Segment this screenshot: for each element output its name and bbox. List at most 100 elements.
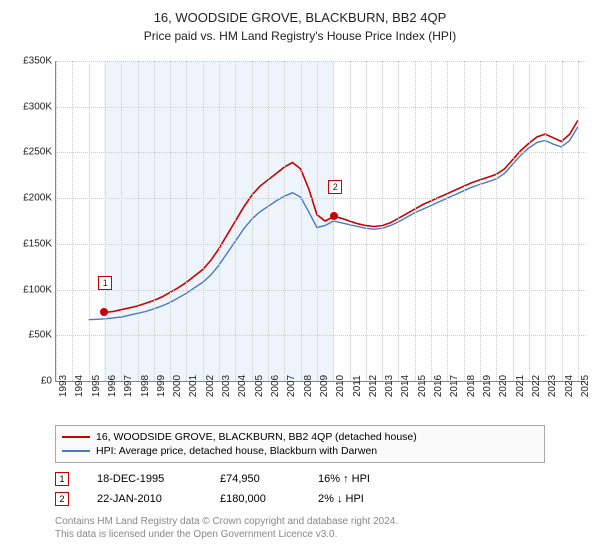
gridline-v xyxy=(464,61,465,381)
gridline-v xyxy=(268,61,269,381)
x-axis-label: 2022 xyxy=(531,375,542,397)
gridline-v xyxy=(398,61,399,381)
series-line xyxy=(104,120,578,312)
gridline-v xyxy=(235,61,236,381)
gridline-v xyxy=(252,61,253,381)
x-axis-label: 2005 xyxy=(254,375,265,397)
gridline-h xyxy=(56,335,586,336)
annotation-date: 22-JAN-2010 xyxy=(97,493,192,505)
x-axis-label: 2019 xyxy=(482,375,493,397)
gridline-v xyxy=(317,61,318,381)
chart-subtitle: Price paid vs. HM Land Registry's House … xyxy=(0,25,600,51)
x-axis-label: 2007 xyxy=(286,375,297,397)
legend-swatch xyxy=(62,450,90,452)
gridline-h xyxy=(56,107,586,108)
x-axis-label: 1999 xyxy=(156,375,167,397)
x-axis-label: 2017 xyxy=(449,375,460,397)
x-axis-label: 2008 xyxy=(303,375,314,397)
annotation-delta: 16% ↑ HPI xyxy=(318,473,408,485)
gridline-h xyxy=(56,198,586,199)
marker-label: 2 xyxy=(328,180,342,194)
y-axis-label: £250K xyxy=(7,147,52,158)
x-axis-label: 2003 xyxy=(221,375,232,397)
y-axis-label: £0 xyxy=(7,376,52,387)
x-axis-label: 1995 xyxy=(91,375,102,397)
annotation-date: 18-DEC-1995 xyxy=(97,473,192,485)
annotation-row: 2 22-JAN-2010 £180,000 2% ↓ HPI xyxy=(55,489,545,509)
footer-attribution: Contains HM Land Registry data © Crown c… xyxy=(55,515,545,541)
x-axis-label: 2024 xyxy=(564,375,575,397)
x-axis-label: 1996 xyxy=(107,375,118,397)
gridline-v xyxy=(431,61,432,381)
x-axis-label: 2000 xyxy=(172,375,183,397)
gridline-v xyxy=(415,61,416,381)
annotation-row: 1 18-DEC-1995 £74,950 16% ↑ HPI xyxy=(55,469,545,489)
gridline-h xyxy=(56,244,586,245)
gridline-v xyxy=(219,61,220,381)
gridline-v xyxy=(529,61,530,381)
y-axis-label: £150K xyxy=(7,238,52,249)
y-axis-label: £50K xyxy=(7,330,52,341)
legend-row: 16, WOODSIDE GROVE, BLACKBURN, BB2 4QP (… xyxy=(62,430,538,444)
gridline-v xyxy=(366,61,367,381)
gridline-v xyxy=(496,61,497,381)
gridline-v xyxy=(480,61,481,381)
gridline-v xyxy=(562,61,563,381)
legend-swatch xyxy=(62,436,90,438)
plot-region: 12 xyxy=(55,61,586,382)
marker-dot xyxy=(330,212,338,220)
y-axis-label: £300K xyxy=(7,101,52,112)
gridline-v xyxy=(284,61,285,381)
gridline-v xyxy=(121,61,122,381)
gridline-v xyxy=(301,61,302,381)
annotation-marker-box: 1 xyxy=(55,472,69,486)
y-axis-label: £350K xyxy=(7,56,52,67)
gridline-h xyxy=(56,61,586,62)
gridline-v xyxy=(138,61,139,381)
annotation-price: £180,000 xyxy=(220,493,290,505)
annotation-marker-box: 2 xyxy=(55,492,69,506)
footer-line-1: Contains HM Land Registry data © Crown c… xyxy=(55,515,545,528)
marker-label: 1 xyxy=(98,276,112,290)
gridline-v xyxy=(170,61,171,381)
annotation-table: 1 18-DEC-1995 £74,950 16% ↑ HPI 2 22-JAN-2010… xyxy=(55,469,545,509)
annotation-delta: 2% ↓ HPI xyxy=(318,493,408,505)
gridline-v xyxy=(447,61,448,381)
x-axis-label: 2009 xyxy=(319,375,330,397)
x-axis-label: 2013 xyxy=(384,375,395,397)
x-axis-label: 2012 xyxy=(368,375,379,397)
gridline-v xyxy=(186,61,187,381)
x-axis-label: 2001 xyxy=(188,375,199,397)
gridline-v xyxy=(154,61,155,381)
gridline-v xyxy=(545,61,546,381)
y-axis-label: £200K xyxy=(7,193,52,204)
annotation-price: £74,950 xyxy=(220,473,290,485)
gridline-v xyxy=(203,61,204,381)
gridline-v xyxy=(105,61,106,381)
chart-container: 16, WOODSIDE GROVE, BLACKBURN, BB2 4QP P… xyxy=(0,0,600,541)
legend-box: 16, WOODSIDE GROVE, BLACKBURN, BB2 4QP (… xyxy=(55,425,545,463)
gridline-v xyxy=(350,61,351,381)
legend-label: HPI: Average price, detached house, Blac… xyxy=(96,445,377,457)
gridline-v xyxy=(333,61,334,381)
gridline-h xyxy=(56,290,586,291)
x-axis-label: 2016 xyxy=(433,375,444,397)
chart-lines xyxy=(56,61,586,381)
x-axis-label: 1993 xyxy=(58,375,69,397)
x-axis-label: 1997 xyxy=(123,375,134,397)
x-axis-label: 2014 xyxy=(400,375,411,397)
gridline-v xyxy=(513,61,514,381)
x-axis-label: 1994 xyxy=(74,375,85,397)
x-axis-label: 2021 xyxy=(515,375,526,397)
gridline-v xyxy=(56,61,57,381)
gridline-v xyxy=(72,61,73,381)
gridline-v xyxy=(89,61,90,381)
y-axis-label: £100K xyxy=(7,284,52,295)
legend-label: 16, WOODSIDE GROVE, BLACKBURN, BB2 4QP (… xyxy=(96,431,417,443)
x-axis-label: 2020 xyxy=(498,375,509,397)
x-axis-label: 2015 xyxy=(417,375,428,397)
x-axis-label: 2023 xyxy=(547,375,558,397)
chart-title: 16, WOODSIDE GROVE, BLACKBURN, BB2 4QP xyxy=(0,0,600,25)
x-axis-label: 1998 xyxy=(140,375,151,397)
chart-area: 12 £0£50K£100K£150K£200K£250K£300K£350K1… xyxy=(0,51,600,421)
